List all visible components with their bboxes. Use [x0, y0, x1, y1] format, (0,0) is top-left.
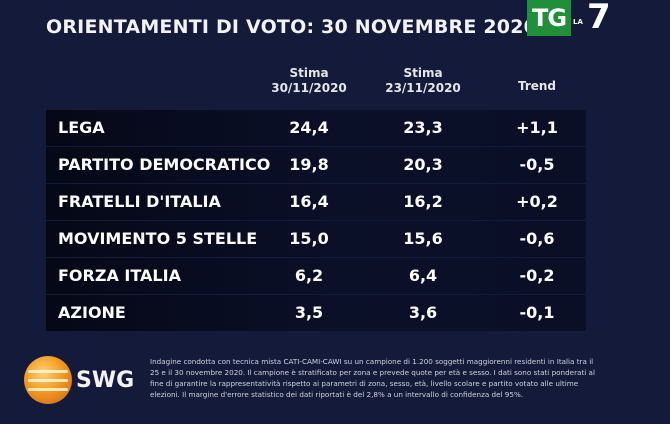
value-trend: -0,2: [519, 266, 555, 285]
value-previous: 15,6: [403, 229, 443, 248]
table-row: FRATELLI D'ITALIA 16,4 16,2 +0,2: [46, 184, 586, 220]
tg-logo-text: TG: [527, 0, 571, 36]
value-previous: 23,3: [403, 118, 443, 137]
value-trend: +0,2: [516, 192, 558, 211]
value-current: 19,8: [289, 155, 329, 174]
value-current: 16,4: [289, 192, 329, 211]
party-name: MOVIMENTO 5 STELLE: [58, 229, 258, 248]
table-row: LEGA 24,4 23,3 +1,1: [46, 110, 586, 146]
value-current: 24,4: [289, 118, 329, 137]
table-row: AZIONE 3,5 3,6 -0,1: [46, 295, 586, 331]
value-trend: -0,6: [519, 229, 555, 248]
swg-logo: SWG: [24, 356, 134, 408]
party-name: FRATELLI D'ITALIA: [58, 192, 221, 211]
table-row: MOVIMENTO 5 STELLE 15,0 15,6 -0,6: [46, 221, 586, 257]
column-header-line1: Trend: [517, 79, 557, 93]
globe-stripe: [28, 379, 68, 382]
value-current: 15,0: [289, 229, 329, 248]
la7-logo: LA 7: [573, 0, 613, 36]
table-row: FORZA ITALIA 6,2 6,4 -0,2: [46, 258, 586, 294]
value-trend: -0,1: [519, 303, 555, 322]
table-rows: LEGA 24,4 23,3 +1,1 PARTITO DEMOCRATICO …: [46, 110, 586, 332]
globe-stripe: [28, 388, 68, 391]
la-logo-text: LA: [573, 18, 583, 26]
party-name: FORZA ITALIA: [58, 266, 181, 285]
column-header-line2: 30/11/2020: [271, 81, 347, 95]
party-name: AZIONE: [58, 303, 126, 322]
value-previous: 3,6: [408, 303, 438, 322]
value-current: 3,5: [294, 303, 324, 322]
column-header-line2: 23/11/2020: [385, 81, 461, 95]
value-previous: 16,2: [403, 192, 443, 211]
column-header-stima-previous: Stima 23/11/2020: [378, 66, 468, 96]
value-trend: -0,5: [519, 155, 555, 174]
globe-stripe: [28, 370, 68, 373]
swg-brand-text: SWG: [76, 368, 135, 393]
poll-table: Stima 30/11/2020 Stima 23/11/2020 Trend …: [46, 66, 586, 331]
party-name: LEGA: [58, 118, 105, 137]
column-header-line1: Stima: [403, 66, 443, 80]
value-previous: 20,3: [403, 155, 443, 174]
column-header-trend: Trend: [492, 79, 582, 94]
value-trend: +1,1: [516, 118, 558, 137]
seven-logo-text: 7: [587, 0, 611, 37]
column-header-stima-current: Stima 30/11/2020: [264, 66, 354, 96]
globe-icon: [24, 356, 72, 404]
value-previous: 6,4: [408, 266, 438, 285]
table-row: PARTITO DEMOCRATICO 19,8 20,3 -0,5: [46, 147, 586, 183]
party-name: PARTITO DEMOCRATICO: [58, 155, 271, 174]
methodology-note: Indagine condotta con tecnica mista CATI…: [150, 357, 595, 399]
tg-la7-logo: TG LA 7: [527, 0, 613, 40]
value-current: 6,2: [294, 266, 324, 285]
page-title: ORIENTAMENTI DI VOTO: 30 NOVEMBRE 2020: [46, 16, 538, 38]
column-header-line1: Stima: [289, 66, 329, 80]
